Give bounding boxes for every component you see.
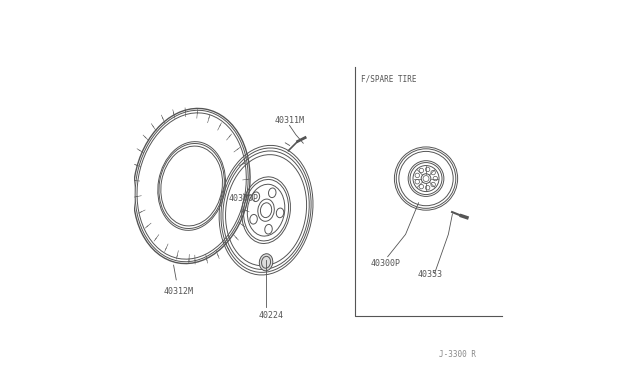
Text: 40300P: 40300P <box>370 259 400 268</box>
Text: 40311M: 40311M <box>275 116 305 125</box>
Text: 40312M: 40312M <box>164 287 194 296</box>
Text: J-3300 R: J-3300 R <box>439 350 476 359</box>
Text: 40224: 40224 <box>259 311 284 320</box>
Ellipse shape <box>259 254 273 271</box>
Text: 40300P: 40300P <box>229 194 259 203</box>
Text: F/SPARE TIRE: F/SPARE TIRE <box>361 75 417 84</box>
Text: 40353: 40353 <box>417 270 442 279</box>
